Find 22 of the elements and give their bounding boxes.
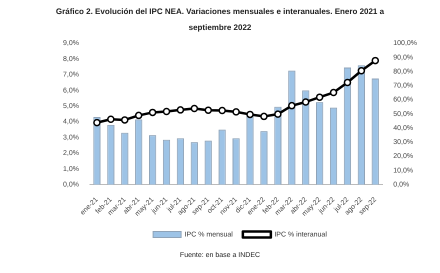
point [330,88,338,96]
point [148,108,156,116]
point [274,110,282,118]
point [260,112,268,120]
point [204,106,212,114]
point [162,108,170,116]
point [358,67,366,75]
point [288,102,296,110]
point [218,106,226,114]
point [93,118,101,126]
point [134,112,142,120]
point [232,108,240,116]
point [107,116,115,123]
point [302,98,310,106]
point [176,106,184,114]
point [344,78,352,86]
point [190,104,198,112]
point [372,56,380,64]
chart-title: Gráfico 2. Evolución del IPC NEA. Variaciones mensuales e interanuales. Enero 2021 a septiembre 2022 [54,6,386,34]
point [316,93,324,101]
point [121,116,129,124]
point [246,110,254,118]
